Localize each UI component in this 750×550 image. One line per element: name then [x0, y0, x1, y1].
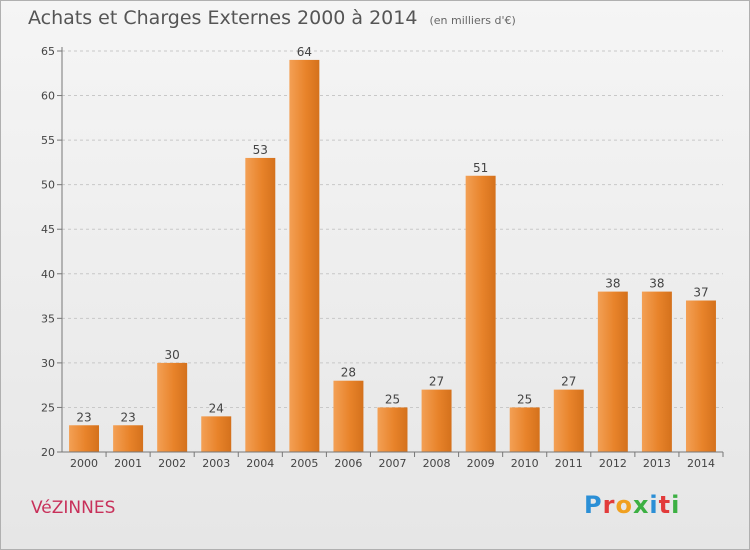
chart-title: Achats et Charges Externes 2000 à 2014 (… — [28, 7, 516, 29]
data-label-2007: 25 — [385, 392, 400, 406]
x-tick-label-2000: 2000 — [70, 457, 98, 470]
place-name: VéZINNES — [31, 498, 116, 518]
logo-letter: o — [615, 491, 633, 519]
x-tick-label-2014: 2014 — [687, 457, 715, 470]
logo-letter: x — [632, 491, 650, 519]
x-tick-label-2009: 2009 — [467, 457, 495, 470]
y-tick-label: 20 — [41, 446, 55, 459]
bars: 23 23 30 24 53 64 28 25 27 51 25 27 38 38 37 — [69, 45, 716, 453]
data-label-2012: 38 — [605, 277, 620, 291]
y-tick-label: 60 — [41, 90, 55, 103]
x-tick-label-2003: 2003 — [202, 457, 230, 470]
bar-2002 — [157, 362, 188, 452]
x-tick-label-2008: 2008 — [423, 457, 451, 470]
logo-letter: P — [584, 491, 603, 519]
logo-letter: i — [671, 491, 681, 519]
y-tick-label: 65 — [41, 45, 55, 58]
bar-2009 — [465, 175, 496, 452]
y-tick-label: 50 — [41, 179, 55, 192]
bar-2006 — [333, 380, 364, 452]
x-tick-label-2006: 2006 — [334, 457, 362, 470]
data-label-2005: 64 — [297, 45, 312, 59]
bar-2005 — [289, 59, 320, 453]
data-label-2006: 28 — [341, 366, 356, 380]
data-label-2011: 27 — [561, 375, 576, 389]
logo-letter: i — [649, 491, 659, 519]
x-tick-label-2007: 2007 — [379, 457, 407, 470]
x-tick-label-2004: 2004 — [246, 457, 274, 470]
y-tick-label: 45 — [41, 223, 55, 236]
data-label-2002: 30 — [165, 348, 180, 362]
bar-2013 — [641, 291, 672, 452]
y-tick-label: 40 — [41, 268, 55, 281]
data-label-2001: 23 — [120, 410, 135, 424]
x-tick-label-2013: 2013 — [643, 457, 671, 470]
data-label-2003: 24 — [209, 401, 224, 415]
bar-2001 — [113, 425, 144, 452]
logo-letter: t — [658, 491, 672, 519]
x-tick-label-2005: 2005 — [290, 457, 318, 470]
bar-2000 — [69, 425, 100, 452]
bar-2014 — [685, 300, 716, 452]
y-tick-label: 55 — [41, 134, 55, 147]
data-label-2000: 23 — [76, 410, 91, 424]
bar-2007 — [377, 407, 408, 452]
y-tick-label: 35 — [41, 312, 55, 325]
bar-2010 — [509, 407, 540, 452]
data-label-2008: 27 — [429, 375, 444, 389]
bar-2004 — [245, 157, 276, 452]
logo-letter: r — [602, 491, 616, 519]
bar-2008 — [421, 389, 452, 452]
x-tick-label-2010: 2010 — [511, 457, 539, 470]
data-label-2014: 37 — [693, 286, 708, 300]
axes: 20 25 30 35 40 45 50 55 60 65 2000 2001 2002 2003 2004… — [41, 45, 724, 470]
bar-2012 — [597, 291, 628, 452]
x-tick-label-2002: 2002 — [158, 457, 186, 470]
proxiti-logo: Proxiti — [584, 491, 680, 519]
y-tick-label: 25 — [41, 401, 55, 414]
data-label-2004: 53 — [253, 143, 268, 157]
bar-2011 — [553, 389, 584, 452]
chart-title-text: Achats et Charges Externes 2000 à 2014 — [28, 7, 418, 29]
data-label-2009: 51 — [473, 161, 488, 175]
y-tick-label: 30 — [41, 357, 55, 370]
data-label-2013: 38 — [649, 277, 664, 291]
x-tick-label-2011: 2011 — [555, 457, 583, 470]
data-label-2010: 25 — [517, 392, 532, 406]
chart-subtitle: (en milliers d'€) — [429, 14, 516, 27]
x-tick-label-2001: 2001 — [114, 457, 142, 470]
bar-2003 — [201, 416, 232, 452]
x-tick-label-2012: 2012 — [599, 457, 627, 470]
